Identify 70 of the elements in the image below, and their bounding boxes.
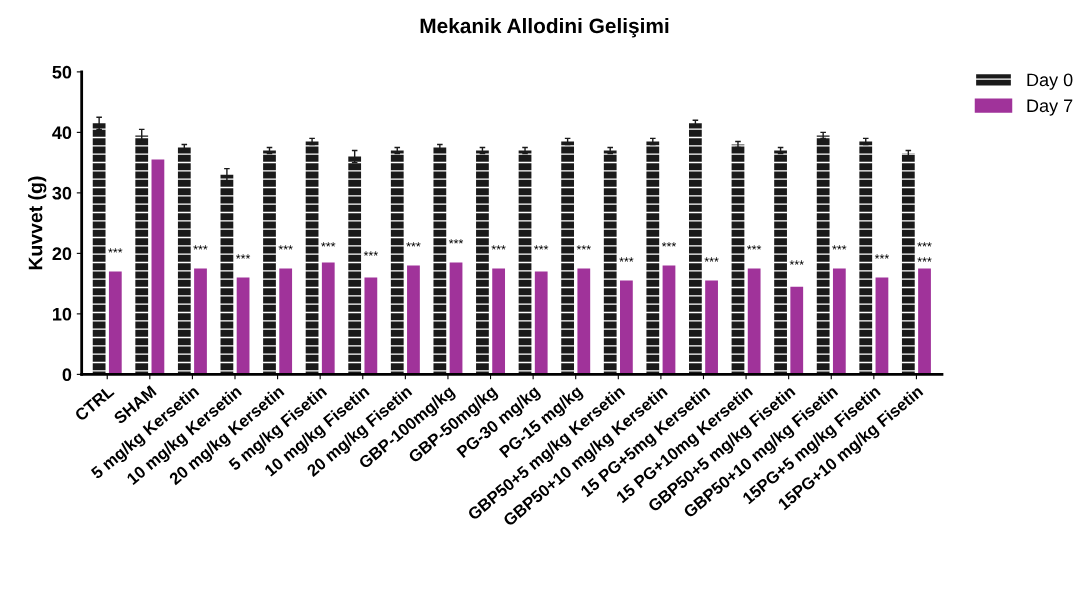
chart-title: Mekanik Allodini Gelişimi <box>420 17 669 38</box>
bar <box>476 150 489 375</box>
bar <box>177 147 191 375</box>
annotation: *** <box>278 245 293 250</box>
bar <box>263 150 276 375</box>
bar <box>646 141 660 375</box>
bar <box>662 265 676 375</box>
annotation: *** <box>874 254 890 259</box>
bar <box>407 265 420 375</box>
y-tick-label: 50 <box>52 65 72 79</box>
bar <box>620 280 633 375</box>
annotation: *** <box>491 245 506 250</box>
bar <box>534 271 548 375</box>
bar <box>832 268 846 375</box>
bar <box>790 286 804 375</box>
annotation: *** <box>619 257 634 262</box>
annotation: *** <box>108 248 123 253</box>
bar <box>390 150 404 375</box>
annotation: *** <box>917 257 932 262</box>
bar <box>92 123 106 375</box>
bar <box>901 153 915 375</box>
y-tick-label: 30 <box>52 186 72 200</box>
bar <box>816 135 830 375</box>
bar <box>492 268 506 375</box>
y-tick-label: 20 <box>52 247 72 261</box>
bar <box>705 280 718 375</box>
annotation: *** <box>448 239 464 244</box>
bar <box>689 123 702 375</box>
bar <box>731 144 745 375</box>
annotation: *** <box>661 242 677 247</box>
y-tick-label: 10 <box>53 307 72 321</box>
bar <box>747 268 761 375</box>
bar <box>348 156 362 375</box>
bar <box>603 150 617 375</box>
bar <box>135 135 149 375</box>
bar <box>194 268 207 375</box>
y-axis-title: Kuvvet (g) <box>28 176 47 270</box>
bar <box>220 174 234 375</box>
bar <box>305 141 319 375</box>
annotation: *** <box>789 260 804 265</box>
annotation: *** <box>534 245 549 250</box>
bar <box>449 262 463 375</box>
bar <box>577 268 591 375</box>
bar <box>364 277 378 375</box>
bar <box>561 141 575 375</box>
annotation: *** <box>917 242 932 247</box>
annotation: *** <box>235 254 251 259</box>
bar <box>859 141 873 375</box>
bar <box>875 277 889 375</box>
annotation: *** <box>363 251 378 256</box>
legend-label: Day 7 <box>1027 99 1073 116</box>
annotation: *** <box>704 257 719 262</box>
annotation: *** <box>193 245 208 250</box>
bar <box>279 268 293 375</box>
y-tick-label: 40 <box>52 126 72 140</box>
annotation: *** <box>321 242 336 247</box>
legend-label: Day 0 <box>1027 73 1073 90</box>
bar <box>433 147 447 375</box>
annotation: *** <box>832 245 847 250</box>
bar <box>518 150 532 375</box>
annotation: *** <box>576 245 591 250</box>
bar <box>774 150 787 375</box>
bar <box>108 271 122 375</box>
bar <box>918 268 931 375</box>
bar <box>321 262 335 375</box>
annotation: *** <box>747 245 762 250</box>
y-tick-label: 0 <box>62 368 72 382</box>
annotation: *** <box>406 242 421 247</box>
bar <box>151 159 165 375</box>
bar <box>236 277 250 375</box>
